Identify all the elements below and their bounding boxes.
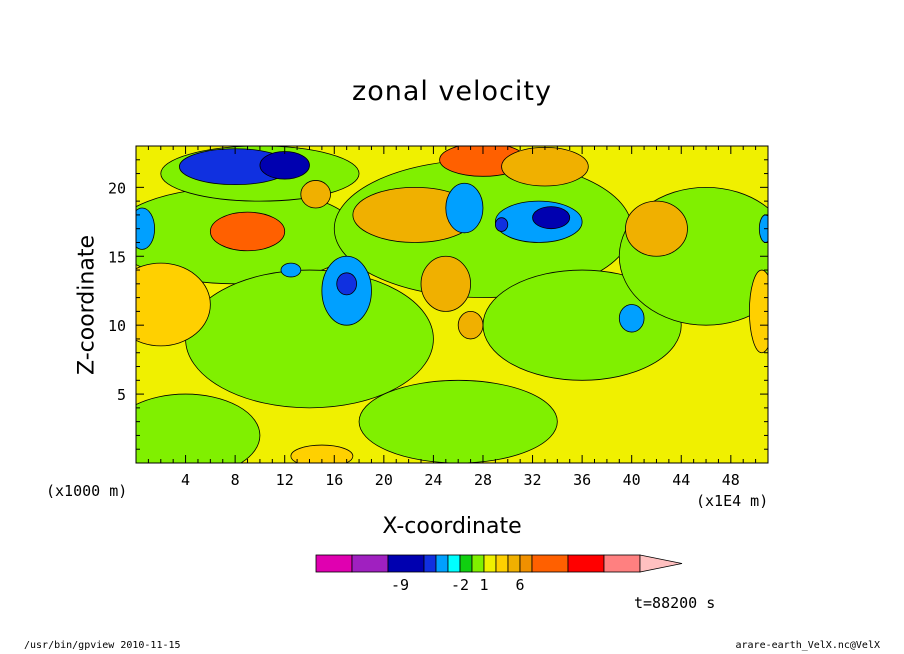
contour-region — [358, 379, 558, 463]
y-tick-label: 10 — [108, 317, 126, 335]
contour-region — [300, 180, 331, 209]
contour-region — [136, 262, 211, 347]
colorbar-label: 6 — [515, 576, 524, 594]
y-axis-label: Z-coordinate — [74, 235, 100, 375]
x-tick-label: 4 — [181, 471, 190, 489]
colorbar-swatch — [483, 554, 497, 573]
x-tick-label: 36 — [573, 471, 591, 489]
plot-frame — [135, 145, 769, 464]
y-axis: 5 10 15 20 — [108, 159, 768, 450]
colorbar-swatch — [435, 554, 449, 573]
colorbar-swatch — [471, 554, 485, 573]
contour-region — [420, 255, 471, 312]
contour-region — [618, 304, 645, 333]
colorbar-label: -2 — [451, 576, 469, 594]
colorbar-swatch — [495, 554, 509, 573]
contour-region — [185, 269, 434, 409]
colorbar-swatch — [315, 554, 353, 573]
contour-region — [494, 217, 509, 232]
x-tick-label: 44 — [672, 471, 690, 489]
colorbar-swatch — [447, 554, 461, 573]
x-tick-label: 12 — [276, 471, 294, 489]
contour-region — [280, 262, 302, 278]
x-unit-label: (x1000 m) — [46, 482, 128, 500]
colorbar-swatch — [567, 554, 605, 573]
colorbar-swatch — [459, 554, 473, 573]
footer-right: arare-earth_VelX.nc@VelX — [735, 640, 881, 651]
colorbar-swatch — [423, 554, 437, 573]
colorbar-arrow — [639, 554, 683, 573]
y-tick-label: 15 — [108, 248, 126, 266]
chart-title: zonal velocity — [352, 76, 552, 107]
y-tick-label: 5 — [117, 386, 126, 404]
colorbar-swatch — [603, 554, 641, 573]
contour-region — [457, 310, 484, 340]
colorbar-swatch — [519, 554, 533, 573]
x-axis-label: X-coordinate — [382, 514, 522, 539]
contour-region — [290, 444, 354, 463]
contour-region — [136, 207, 155, 250]
contour-region — [259, 151, 310, 180]
x-axis: 4 8 12 16 20 24 28 32 36 40 44 48 — [147, 146, 757, 489]
x-tick-label: 28 — [474, 471, 492, 489]
x-tick-label: 20 — [375, 471, 393, 489]
x-tick-label: 8 — [231, 471, 240, 489]
velocity-field — [136, 146, 768, 463]
x-scale-label: (x1E4 m) — [696, 492, 769, 510]
colorbar: -9 -2 1 6 — [315, 554, 683, 594]
footer-left: /usr/bin/gpview 2010-11-15 — [24, 640, 181, 651]
contour-region — [209, 211, 286, 252]
y-tick-label: 20 — [108, 179, 126, 197]
colorbar-label: -9 — [391, 576, 409, 594]
colorbar-label: 1 — [479, 576, 488, 594]
colorbar-swatch — [507, 554, 521, 573]
contour-region — [532, 206, 571, 230]
x-tick-label: 16 — [325, 471, 343, 489]
contour-region — [445, 182, 484, 234]
x-tick-label: 40 — [623, 471, 641, 489]
contour-region — [136, 393, 261, 463]
contour-region — [501, 146, 589, 187]
colorbar-swatch — [531, 554, 569, 573]
contour-region — [749, 269, 768, 354]
contour-region — [625, 200, 688, 257]
colorbar-swatch — [387, 554, 425, 573]
x-tick-label: 24 — [424, 471, 442, 489]
colorbar-swatch — [351, 554, 389, 573]
time-label: t=88200 s — [634, 594, 716, 612]
contour-region — [336, 272, 357, 296]
x-tick-label: 32 — [524, 471, 542, 489]
x-tick-label: 48 — [722, 471, 740, 489]
